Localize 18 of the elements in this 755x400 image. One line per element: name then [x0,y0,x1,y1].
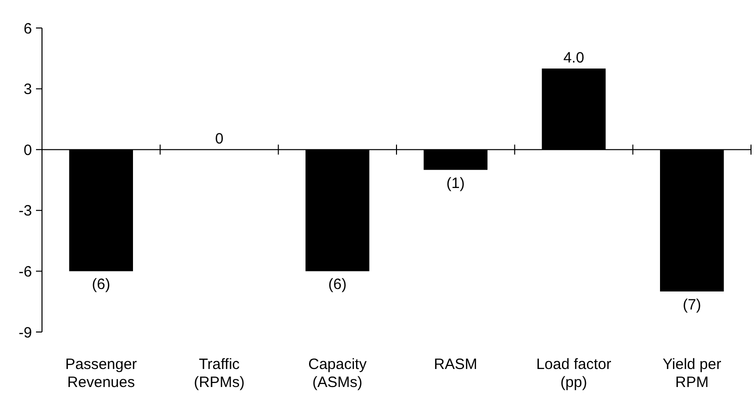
x-tick-label: Traffic (RPMs) [194,356,245,391]
y-tick-label: 3 [24,81,32,98]
x-tick-label: Yield per RPM [662,356,722,391]
data-label: (1) [446,174,465,192]
y-tick-label: 6 [24,20,32,38]
y-tick-label: 0 [24,142,32,159]
data-label: 4.0 [563,50,584,67]
data-label: 0 [215,130,224,148]
data-label: (6) [328,276,347,294]
x-tick-label: Passenger Revenues [65,356,137,391]
y-tick-label: -6 [18,263,32,280]
x-tick-label: Load factor (pp) [536,356,612,391]
y-tick-label: -3 [18,202,32,220]
x-tick-label: RASM [434,356,478,373]
data-label: (7) [682,296,702,314]
y-tick-label: -9 [18,324,32,342]
data-label: (6) [92,276,110,294]
x-tick-label: Capacity (ASMs) [308,356,368,391]
